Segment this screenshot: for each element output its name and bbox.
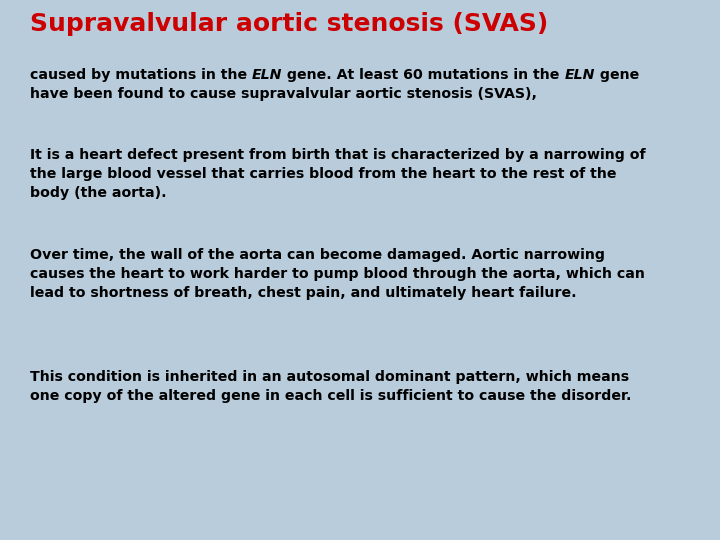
Text: lead to shortness of breath, chest pain, and ultimately heart failure.: lead to shortness of breath, chest pain,… <box>30 286 577 300</box>
Text: ELN: ELN <box>564 68 595 82</box>
Text: It is a heart defect present from birth that is characterized by a narrowing of: It is a heart defect present from birth … <box>30 148 646 162</box>
Text: gene: gene <box>595 68 639 82</box>
Text: have been found to cause supravalvular aortic stenosis (SVAS),: have been found to cause supravalvular a… <box>30 87 537 101</box>
Text: ELN: ELN <box>252 68 282 82</box>
Text: caused by mutations in the: caused by mutations in the <box>30 68 252 82</box>
Text: the large blood vessel that carries blood from the heart to the rest of the: the large blood vessel that carries bloo… <box>30 167 616 181</box>
Text: one copy of the altered gene in each cell is sufficient to cause the disorder.: one copy of the altered gene in each cel… <box>30 389 631 403</box>
Text: Supravalvular aortic stenosis (SVAS): Supravalvular aortic stenosis (SVAS) <box>30 12 548 36</box>
Text: gene. At least 60 mutations in the: gene. At least 60 mutations in the <box>282 68 564 82</box>
Text: This condition is inherited in an autosomal dominant pattern, which means: This condition is inherited in an autoso… <box>30 370 629 384</box>
Text: Over time, the wall of the aorta can become damaged. Aortic narrowing: Over time, the wall of the aorta can bec… <box>30 248 605 262</box>
Text: causes the heart to work harder to pump blood through the aorta, which can: causes the heart to work harder to pump … <box>30 267 645 281</box>
Text: body (the aorta).: body (the aorta). <box>30 186 166 200</box>
